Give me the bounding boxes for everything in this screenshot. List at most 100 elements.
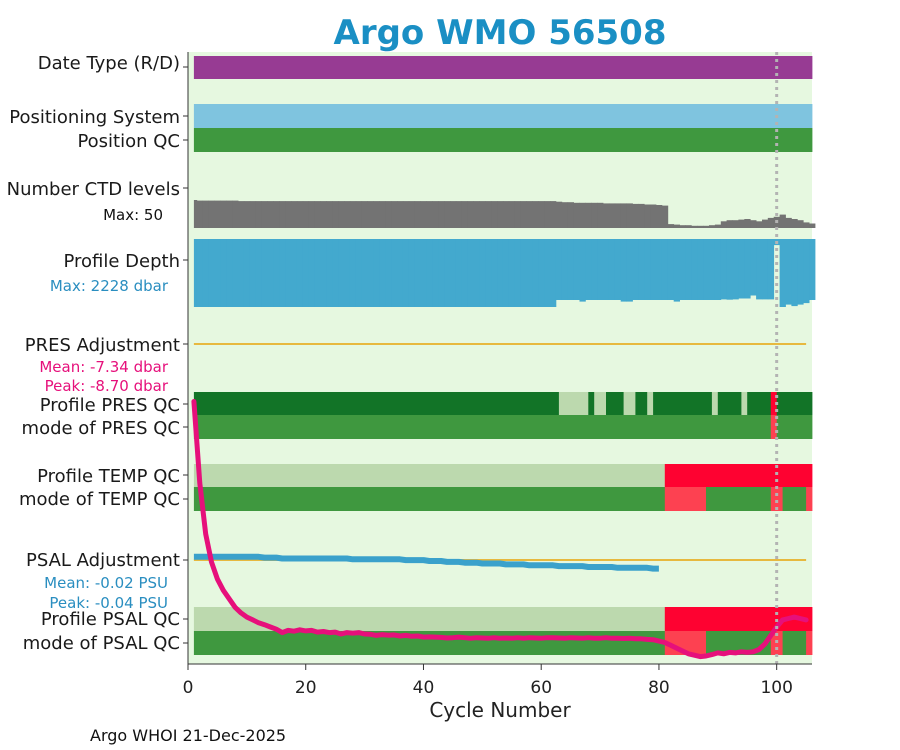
x-axis-title: Cycle Number — [429, 698, 571, 722]
ctd-level-bar — [591, 202, 598, 228]
profile-depth-bar — [579, 239, 586, 302]
profile-depth-bar — [809, 239, 816, 300]
profile-depth-bar — [767, 239, 775, 300]
ctd-level-bar — [614, 203, 622, 228]
x-tick-label: 20 — [295, 678, 317, 698]
ctd-level-bar — [632, 203, 639, 228]
profile-depth-bar — [373, 239, 380, 307]
ctd-level-bar — [638, 203, 645, 228]
ctd-level-bar — [491, 201, 498, 228]
profile-pres-qc-segment — [594, 392, 607, 415]
mode-pres-qc-segment — [776, 415, 813, 439]
row-ticks — [183, 66, 188, 644]
profile-depth-bar — [597, 239, 604, 300]
ctd-level-bar — [744, 219, 751, 228]
profile-depth-bar — [756, 239, 763, 300]
profile-depth-bar — [555, 239, 563, 300]
ctd-level-bar — [803, 222, 810, 228]
data-bars — [193, 56, 816, 655]
x-tick-label: 60 — [530, 678, 552, 698]
positioning-segment — [193, 104, 813, 128]
profile-depth-bar — [720, 239, 728, 300]
profile-depth-bar — [397, 239, 404, 307]
profile-depth-bar — [608, 239, 616, 300]
label-profile-temp-qc: Profile TEMP QC — [37, 466, 180, 487]
ctd-level-bar — [502, 201, 510, 228]
pres-mean-label: Mean: -7.34 dbar — [39, 358, 169, 376]
profile-temp-qc-segment — [193, 464, 666, 487]
mode-temp-qc-segment — [782, 487, 807, 511]
ctd-level-bar — [208, 200, 215, 228]
ctd-level-bar — [603, 203, 610, 228]
profile-depth-bar — [603, 239, 610, 300]
ctd-level-bar — [438, 201, 445, 228]
ctd-level-bar — [797, 220, 804, 228]
ctd-level-bar — [344, 201, 351, 228]
profile-depth-bar — [202, 239, 209, 307]
profile-depth-bar — [308, 239, 315, 307]
ctd-level-bar — [691, 225, 698, 228]
ctd-level-bar — [302, 201, 310, 228]
profile-depth-bar — [438, 239, 445, 307]
ctd-level-bar — [426, 201, 433, 228]
profile-depth-bar — [379, 239, 386, 307]
ctd-level-bar — [703, 225, 710, 228]
profile-depth-bar — [526, 239, 533, 307]
ctd-level-bar — [720, 221, 728, 228]
profile-depth-bar — [332, 239, 339, 307]
profile-depth-bar — [550, 239, 557, 307]
profile-depth-bar — [296, 239, 304, 307]
ctd-level-bar — [243, 201, 251, 228]
profile-depth-bar — [538, 239, 545, 307]
profile-depth-bar — [785, 239, 792, 305]
mode-temp-qc-segment — [770, 487, 783, 511]
ctd-level-bar — [608, 203, 616, 228]
profile-depth-bar — [349, 239, 357, 307]
mode-psal-qc-segment — [806, 631, 813, 655]
profile-depth-bar — [291, 239, 298, 307]
psal-peak-label: Peak: -0.04 PSU — [49, 594, 168, 612]
profile-depth-bar — [408, 239, 416, 307]
profile-depth-bar — [326, 239, 333, 307]
label-psal-adjustment: PSAL Adjustment — [26, 550, 180, 571]
profile-depth-bar — [273, 239, 280, 307]
ctd-level-bar — [332, 201, 339, 228]
profile-depth-bar — [661, 239, 669, 300]
profile-depth-bar — [432, 239, 439, 307]
ctd-level-bar — [349, 201, 357, 228]
ctd-level-bar — [408, 201, 416, 228]
ctd-level-bar — [255, 201, 262, 228]
ctd-level-bar — [620, 203, 627, 228]
profile-depth-bar — [444, 239, 451, 307]
profile-depth-bar — [673, 239, 680, 302]
ctd-level-bar — [308, 201, 315, 228]
profile-depth-bar — [614, 239, 622, 300]
profile-depth-bar — [561, 239, 569, 300]
profile-pres-qc-segment — [647, 392, 654, 415]
label-positioning-system: Positioning System — [9, 107, 180, 128]
profile-pres-qc-segment — [558, 392, 589, 415]
x-tick-label: 40 — [413, 678, 435, 698]
profile-depth-bar — [455, 239, 463, 307]
profile-depth-bar — [632, 239, 639, 300]
ctd-level-bar — [555, 201, 563, 228]
ctd-level-bar — [467, 201, 474, 228]
profile-depth-bar — [514, 239, 521, 307]
profile-pres-qc-segment — [588, 392, 595, 415]
mode-psal-qc-segment — [782, 631, 807, 655]
label-date-type: Date Type (R/D) — [38, 53, 180, 74]
profile-depth-bar — [650, 239, 657, 300]
profile-depth-bar — [797, 239, 804, 305]
profile-depth-bar — [585, 239, 592, 300]
ctd-level-bar — [485, 201, 492, 228]
profile-depth-bar — [385, 239, 392, 307]
mode-temp-qc-segment — [664, 487, 707, 511]
profile-depth-bar — [450, 239, 457, 307]
ctd-level-bar — [738, 219, 745, 228]
profile-depth-bar — [502, 239, 510, 307]
ctd-level-bar — [314, 201, 321, 228]
label-profile-depth: Profile Depth — [63, 251, 180, 272]
ctd-level-bar — [226, 200, 233, 228]
depth-max-label: Max: 2228 dbar — [50, 277, 169, 295]
